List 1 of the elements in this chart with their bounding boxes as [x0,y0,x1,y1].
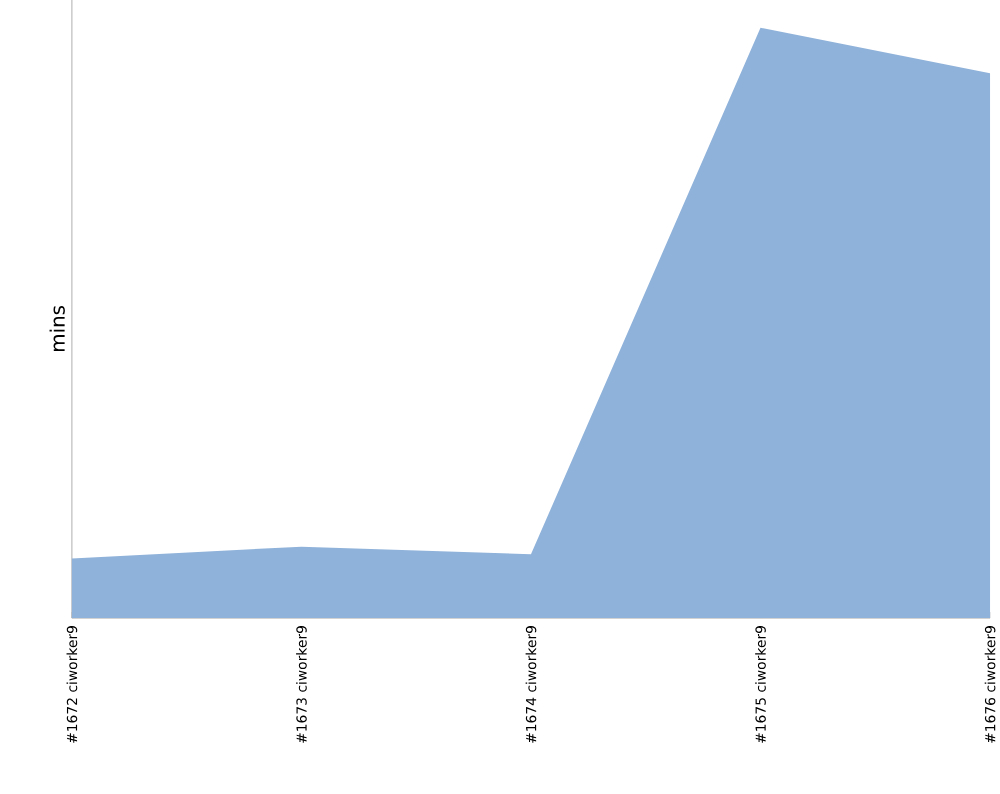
y-axis-title: mins [49,305,65,351]
